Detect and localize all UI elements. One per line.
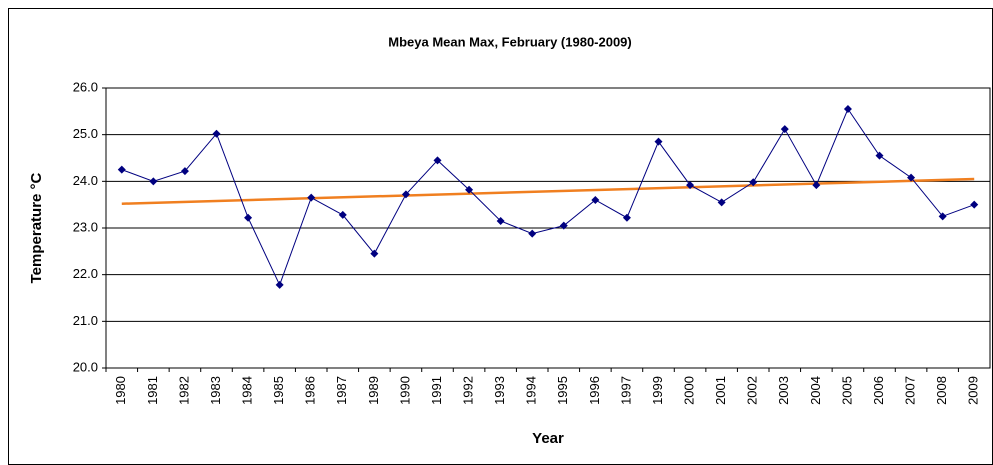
- x-tick-label: 1986: [303, 376, 318, 405]
- data-point: [622, 213, 631, 222]
- x-tick-label: 1994: [524, 376, 539, 405]
- x-tick-label: 1980: [113, 376, 128, 405]
- x-tick-label: 1989: [366, 376, 381, 405]
- data-point: [180, 167, 189, 176]
- x-tick-label: 2007: [903, 376, 918, 405]
- x-tick-label: 1997: [618, 376, 633, 405]
- data-point: [749, 178, 758, 187]
- data-point: [465, 185, 474, 194]
- x-tick-label: 2002: [745, 376, 760, 405]
- data-point: [591, 196, 600, 204]
- y-tick-label: 24.0: [73, 173, 98, 188]
- data-point: [338, 210, 347, 219]
- x-tick-label: 2001: [713, 376, 728, 405]
- data-point: [907, 173, 916, 182]
- x-tick-label: 2009: [966, 376, 981, 405]
- x-tick-label: 2008: [934, 376, 949, 405]
- x-axis-label: Year: [532, 430, 564, 447]
- data-line: [121, 107, 975, 287]
- y-tick-label: 25.0: [73, 126, 98, 141]
- data-point: [559, 221, 568, 230]
- data-point: [433, 156, 442, 165]
- x-tick-label: 2005: [839, 376, 854, 405]
- x-tick-label: 1995: [555, 376, 570, 405]
- x-tick-label: 2003: [776, 376, 791, 405]
- y-tick-label: 21.0: [73, 313, 98, 328]
- data-point: [654, 137, 663, 146]
- chart-title: Mbeya Mean Max, February (1980-2009): [388, 34, 632, 49]
- data-point: [275, 280, 284, 289]
- x-tick-label: 1996: [587, 376, 602, 405]
- data-point: [212, 129, 221, 138]
- x-tick-label: 1990: [397, 376, 412, 405]
- data-point: [780, 125, 789, 134]
- y-tick-label: 20.0: [73, 359, 98, 374]
- data-point: [528, 229, 537, 238]
- data-point: [843, 105, 852, 113]
- data-point: [970, 200, 979, 209]
- data-point: [496, 217, 505, 225]
- data-point: [307, 193, 316, 202]
- y-tick-label: 26.0: [73, 79, 98, 94]
- x-tick-label: 1993: [492, 376, 507, 405]
- x-tick-label: 1981: [145, 376, 160, 405]
- x-tick-label: 2004: [808, 376, 823, 405]
- data-point: [686, 181, 695, 190]
- trend-line: [121, 177, 975, 205]
- x-tick-label: 1991: [429, 376, 444, 405]
- data-point: [370, 249, 379, 258]
- data-point: [117, 165, 126, 174]
- data-point: [875, 151, 884, 160]
- x-tick-label: 1984: [240, 376, 255, 405]
- data-point: [717, 198, 726, 207]
- x-tick-label: 1985: [271, 376, 286, 405]
- y-tick-label: 23.0: [73, 219, 98, 234]
- x-tick-label: 2006: [871, 376, 886, 405]
- y-tick-label: 22.0: [73, 266, 98, 281]
- x-tick-label: 1983: [208, 376, 223, 405]
- data-point: [812, 181, 821, 190]
- x-tick-label: 1982: [176, 376, 191, 405]
- x-tick-label: 1987: [334, 376, 349, 405]
- y-axis-label: Temperature °C: [28, 172, 45, 283]
- data-point: [401, 190, 410, 199]
- data-point: [938, 212, 947, 221]
- data-point: [149, 177, 158, 186]
- x-tick-label: 2000: [682, 376, 697, 405]
- data-point: [244, 213, 253, 222]
- x-tick-label: 1999: [650, 376, 665, 405]
- x-tick-label: 1992: [461, 376, 476, 405]
- chart-border: [8, 8, 993, 465]
